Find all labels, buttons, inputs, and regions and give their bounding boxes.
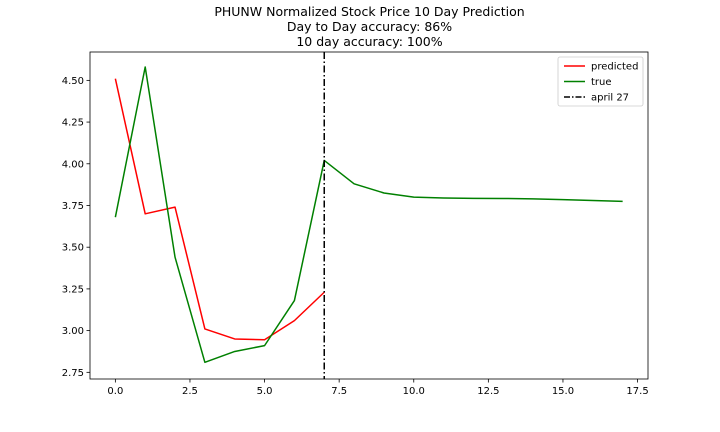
- x-tick-label: 2.5: [182, 386, 198, 397]
- series-line-true: [114, 66, 623, 364]
- x-axis: 0.0 2.5 5.0 7.5 10.0 12.5 15.0 17.5: [107, 379, 649, 397]
- x-tick-label: 5.0: [257, 386, 273, 397]
- plot-frame: [89, 51, 649, 380]
- x-tick-label: 15.0: [552, 386, 574, 397]
- title-line-1: PHUNW Normalized Stock Price 10 Day Pred…: [214, 4, 524, 19]
- plot-lines: [114, 52, 623, 379]
- title-line-2: Day to Day accuracy: 86%: [287, 19, 452, 34]
- x-tick-label: 7.5: [331, 386, 347, 397]
- x-tick-label: 17.5: [626, 386, 648, 397]
- y-tick-label: 2.75: [62, 368, 84, 379]
- legend-label-true: true: [591, 77, 612, 88]
- y-tick-label: 3.25: [62, 284, 84, 295]
- y-axis: 2.75 3.00 3.25 3.50 3.75 4.00 4.25 4.50: [62, 76, 90, 379]
- y-tick-label: 4.00: [62, 159, 84, 170]
- x-tick-label: 0.0: [107, 386, 123, 397]
- legend-label-april-27: april 27: [591, 93, 629, 104]
- y-tick-label: 3.00: [62, 326, 84, 337]
- x-tick-label: 12.5: [477, 386, 499, 397]
- y-tick-label: 4.25: [62, 118, 84, 129]
- legend-box: [557, 56, 644, 107]
- chart-title: PHUNW Normalized Stock Price 10 Day Pred…: [214, 4, 524, 49]
- y-tick-label: 4.50: [62, 76, 84, 87]
- series-line-predicted: [114, 78, 325, 341]
- title-line-3: 10 day accuracy: 100%: [296, 34, 442, 49]
- legend-label-predicted: predicted: [591, 62, 638, 73]
- y-tick-label: 3.50: [62, 243, 84, 254]
- x-tick-label: 10.0: [403, 386, 425, 397]
- y-tick-label: 3.75: [62, 201, 84, 212]
- legend: predicted true april 27: [557, 56, 644, 107]
